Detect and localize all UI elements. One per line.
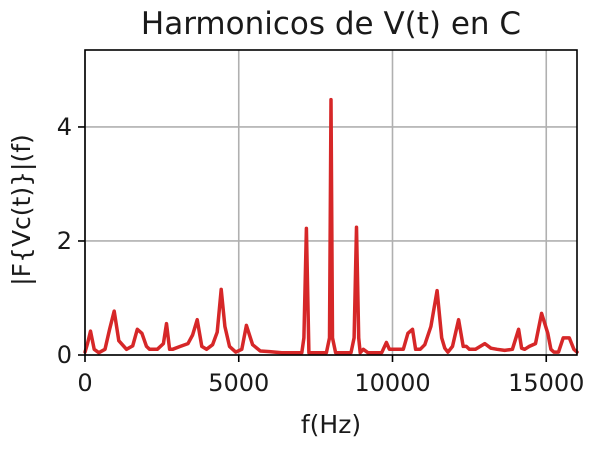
chart-title: Harmonicos de V(t) en C	[141, 6, 521, 42]
x-tick-label: 5000	[208, 369, 269, 397]
series-line	[83, 97, 579, 355]
y-tick-label: 2	[57, 227, 72, 255]
x-axis-label: f(Hz)	[301, 410, 361, 439]
x-axis-ticks: 0 5000 10000 15000	[77, 355, 584, 397]
x-tick-label: 10000	[354, 369, 430, 397]
plot-frame	[84, 49, 578, 356]
y-tick-label: 0	[57, 341, 72, 369]
y-tick-label: 4	[57, 113, 72, 141]
x-tick-label: 0	[77, 369, 92, 397]
y-axis-ticks: 0 2 4	[57, 113, 85, 369]
x-tick-label: 15000	[508, 369, 584, 397]
y-axis-label: |F{Vc(t)}|(f)	[7, 134, 36, 286]
